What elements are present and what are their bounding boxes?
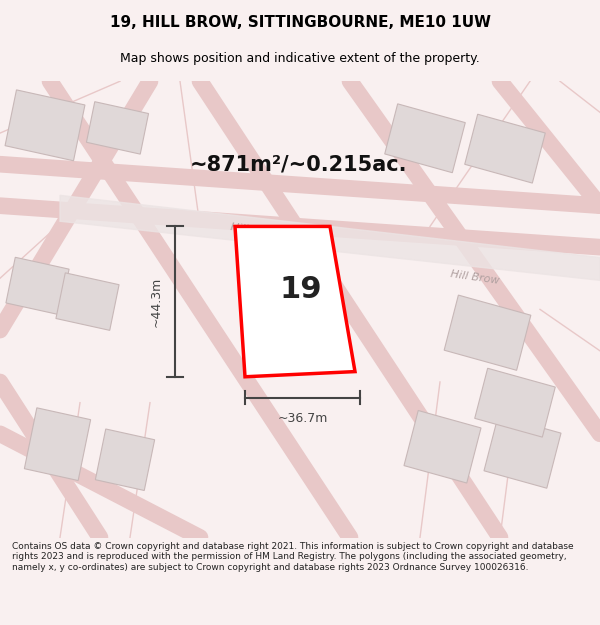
- Polygon shape: [25, 408, 91, 481]
- Polygon shape: [6, 258, 69, 315]
- Text: Hill Brow: Hill Brow: [450, 269, 500, 286]
- Polygon shape: [86, 102, 149, 154]
- Polygon shape: [465, 114, 545, 183]
- Polygon shape: [5, 90, 85, 161]
- Text: Contains OS data © Crown copyright and database right 2021. This information is : Contains OS data © Crown copyright and d…: [12, 542, 574, 572]
- Polygon shape: [385, 104, 465, 172]
- Text: ~36.7m: ~36.7m: [277, 412, 328, 425]
- Polygon shape: [235, 226, 355, 377]
- Text: Hill Brow: Hill Brow: [230, 222, 280, 239]
- Text: 19, HILL BROW, SITTINGBOURNE, ME10 1UW: 19, HILL BROW, SITTINGBOURNE, ME10 1UW: [110, 15, 491, 30]
- Text: 19: 19: [280, 276, 323, 304]
- Polygon shape: [56, 273, 119, 331]
- Polygon shape: [444, 295, 531, 371]
- Text: Map shows position and indicative extent of the property.: Map shows position and indicative extent…: [120, 52, 480, 65]
- Text: ~44.3m: ~44.3m: [150, 276, 163, 327]
- Polygon shape: [475, 368, 555, 437]
- Polygon shape: [95, 429, 155, 491]
- Polygon shape: [484, 416, 561, 488]
- Polygon shape: [60, 195, 600, 281]
- Polygon shape: [404, 411, 481, 483]
- Text: ~871m²/~0.215ac.: ~871m²/~0.215ac.: [190, 154, 407, 174]
